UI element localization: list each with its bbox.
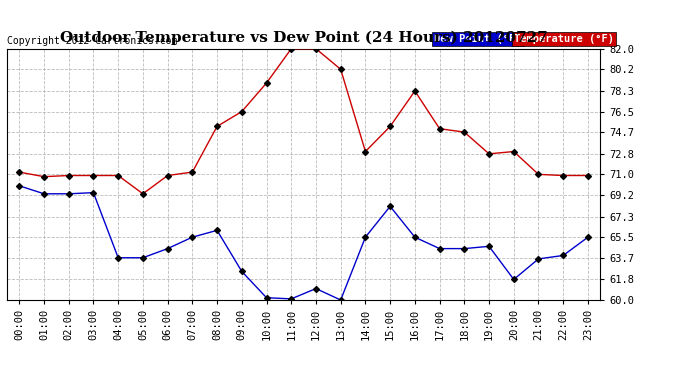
Title: Outdoor Temperature vs Dew Point (24 Hours) 20120727: Outdoor Temperature vs Dew Point (24 Hou… — [60, 30, 547, 45]
Text: Dew Point (°F): Dew Point (°F) — [434, 34, 522, 44]
Text: Temperature (°F): Temperature (°F) — [514, 34, 614, 44]
Text: Copyright 2012 Cartronics.com: Copyright 2012 Cartronics.com — [7, 36, 177, 46]
